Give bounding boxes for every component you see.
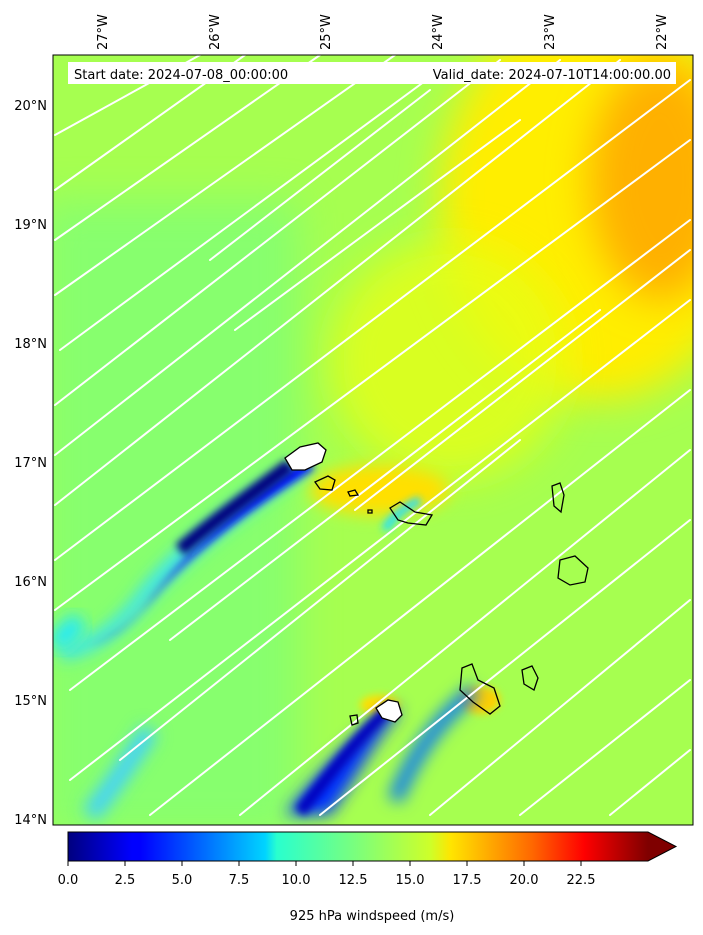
lon-label: 24°W — [431, 14, 446, 50]
lat-label: 19°N — [14, 218, 47, 233]
lon-label: 25°W — [319, 14, 334, 50]
windspeed-field — [53, 55, 693, 825]
colorbar-tick-label: 12.5 — [339, 873, 368, 888]
colorbar-tick-label: 17.5 — [453, 873, 482, 888]
colorbar-tick-label: 15.0 — [396, 873, 425, 888]
start-date-label: Start date: 2024-07-08_00:00:00 — [74, 68, 288, 83]
lat-label: 17°N — [14, 456, 47, 471]
colorbar-tick-label: 10.0 — [282, 873, 311, 888]
valid-date-label: Valid_date: 2024-07-10T14:00:00.00 — [433, 68, 671, 83]
lat-label: 16°N — [14, 575, 47, 590]
info-box — [68, 62, 676, 84]
colorbar-ticks — [67, 861, 582, 866]
colorbar-tick-label: 7.5 — [229, 873, 250, 888]
colorbar-extend-arrow — [648, 832, 676, 861]
colorbar-title: 925 hPa windspeed (m/s) — [290, 909, 455, 924]
latitude-labels: 20°N 19°N 18°N 17°N 16°N 15°N 14°N — [14, 99, 47, 828]
lat-label: 15°N — [14, 694, 47, 709]
longitude-labels: 27°W 26°W 25°W 24°W 23°W 22°W — [96, 14, 670, 50]
lon-label: 23°W — [543, 14, 558, 50]
colorbar-tick-label: 0.0 — [58, 873, 79, 888]
lat-label: 20°N — [14, 99, 47, 114]
lon-label: 22°W — [655, 14, 670, 50]
colorbar-tick-label: 2.5 — [115, 873, 136, 888]
lat-label: 14°N — [14, 813, 47, 828]
colorbar-tick-label: 5.0 — [172, 873, 193, 888]
map-frame — [52, 54, 694, 826]
coastlines — [284, 442, 589, 726]
colorbar-gradient — [68, 832, 648, 861]
lat-label: 18°N — [14, 337, 47, 352]
colorbar-tick-label: 20.0 — [510, 873, 539, 888]
colorbar-tick-label: 22.5 — [567, 873, 596, 888]
lon-label: 26°W — [208, 14, 223, 50]
colorbar: 0.0 2.5 5.0 7.5 10.0 12.5 15.0 17.5 20.0… — [58, 831, 678, 924]
lon-label: 27°W — [96, 14, 111, 50]
